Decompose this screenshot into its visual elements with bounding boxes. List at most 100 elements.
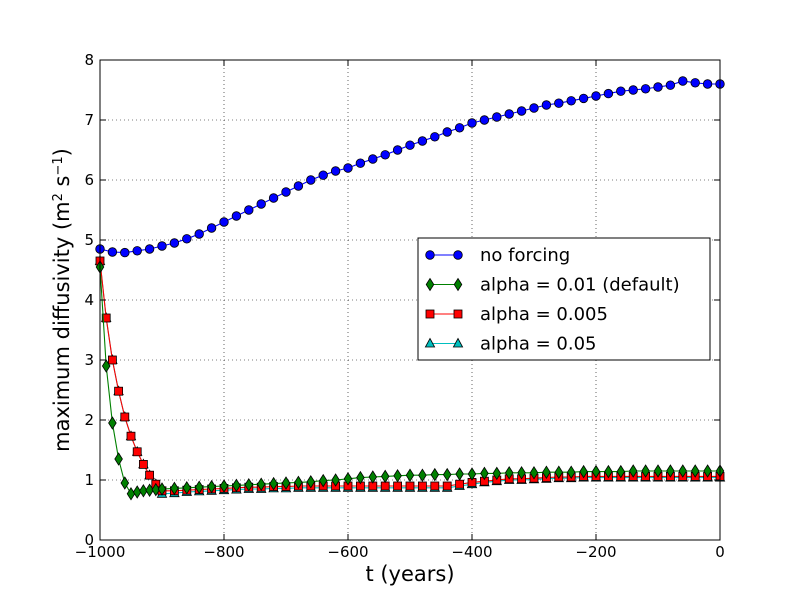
data-point bbox=[206, 223, 217, 233]
data-point bbox=[120, 412, 130, 422]
data-point bbox=[318, 170, 328, 180]
data-point bbox=[244, 205, 254, 215]
legend-marker bbox=[453, 250, 463, 260]
data-point bbox=[281, 187, 291, 197]
data-point bbox=[504, 109, 514, 119]
data-point bbox=[504, 466, 514, 480]
data-point bbox=[678, 76, 688, 86]
data-point bbox=[343, 163, 353, 173]
data-point bbox=[603, 88, 614, 99]
data-point bbox=[393, 469, 402, 483]
data-point bbox=[430, 467, 440, 482]
legend-marker bbox=[425, 277, 435, 292]
data-point bbox=[578, 93, 589, 104]
x-tick-label: 0 bbox=[715, 543, 725, 561]
legend-entry-0: no forcing bbox=[425, 245, 570, 266]
legend-entry-2: alpha = 0.005 bbox=[425, 304, 608, 325]
data-point bbox=[126, 431, 136, 441]
y-tick-label: 5 bbox=[84, 231, 94, 249]
data-point bbox=[151, 482, 161, 497]
legend-label: alpha = 0.05 bbox=[480, 334, 597, 355]
data-point bbox=[170, 481, 179, 496]
data-point bbox=[405, 481, 415, 491]
data-point bbox=[616, 86, 626, 96]
data-point bbox=[566, 465, 576, 479]
data-point bbox=[101, 313, 111, 323]
data-point bbox=[393, 481, 403, 491]
data-point bbox=[293, 181, 304, 191]
legend-box bbox=[417, 237, 711, 361]
x-axis-label: t (years) bbox=[365, 562, 454, 586]
data-point bbox=[665, 80, 676, 90]
data-point bbox=[145, 470, 155, 480]
data-point bbox=[281, 476, 291, 490]
data-point bbox=[405, 140, 415, 150]
data-point bbox=[529, 466, 539, 480]
data-point bbox=[430, 481, 440, 491]
legend-marker bbox=[425, 250, 435, 260]
data-point bbox=[442, 127, 452, 137]
data-point bbox=[492, 466, 502, 481]
data-point bbox=[455, 479, 465, 489]
data-point bbox=[616, 464, 626, 479]
tick-labels: −1000 −800 −600 −400 −200 0 0 1 2 3 4 5 6 7 8 bbox=[75, 51, 725, 561]
data-point bbox=[442, 481, 452, 491]
data-point bbox=[269, 476, 278, 491]
data-point bbox=[306, 175, 316, 185]
y-tick-label: 0 bbox=[84, 531, 94, 549]
data-point bbox=[690, 464, 700, 478]
data-point bbox=[157, 482, 167, 496]
data-point bbox=[368, 470, 378, 484]
series-layer bbox=[94, 76, 726, 501]
data-point bbox=[666, 464, 675, 478]
data-point bbox=[467, 467, 477, 481]
data-point bbox=[604, 464, 613, 479]
data-point bbox=[194, 480, 204, 494]
data-point bbox=[120, 247, 130, 258]
y-tick-label: 1 bbox=[84, 471, 94, 489]
series-0 bbox=[95, 76, 725, 258]
data-point bbox=[479, 115, 490, 125]
data-point bbox=[591, 464, 601, 479]
data-point bbox=[145, 483, 154, 497]
data-point bbox=[157, 241, 167, 251]
legend-marker bbox=[425, 309, 435, 319]
data-point bbox=[628, 85, 638, 95]
data-point bbox=[182, 481, 192, 495]
x-tick-label: −200 bbox=[575, 543, 616, 561]
data-point bbox=[318, 473, 328, 488]
data-point bbox=[343, 472, 353, 486]
data-point bbox=[529, 103, 539, 113]
data-point bbox=[653, 82, 663, 92]
data-point bbox=[566, 96, 576, 106]
data-point bbox=[114, 452, 123, 466]
data-point bbox=[169, 238, 180, 248]
data-point bbox=[480, 466, 489, 481]
data-point bbox=[591, 91, 601, 101]
y-axis-label: maximum diffusivity (m2 s−1) bbox=[50, 148, 74, 452]
data-point bbox=[101, 359, 111, 373]
data-point bbox=[268, 193, 279, 203]
data-point bbox=[256, 477, 266, 491]
data-point bbox=[139, 484, 148, 498]
axis-ticks bbox=[99, 59, 721, 541]
data-point bbox=[554, 465, 564, 479]
legend-marker bbox=[453, 309, 463, 319]
data-point bbox=[108, 416, 117, 430]
legend-entry-1: alpha = 0.01 (default) bbox=[425, 275, 680, 296]
data-point bbox=[455, 467, 464, 481]
data-point bbox=[331, 473, 340, 487]
data-point bbox=[380, 150, 390, 160]
data-point bbox=[517, 466, 526, 480]
data-point bbox=[368, 154, 378, 164]
legend-marker bbox=[452, 337, 464, 348]
data-point bbox=[703, 464, 712, 478]
data-point bbox=[454, 123, 465, 133]
data-point bbox=[355, 158, 366, 168]
data-point bbox=[417, 481, 427, 491]
data-point bbox=[120, 476, 130, 490]
y-tick-label: 8 bbox=[84, 51, 94, 69]
data-point bbox=[579, 464, 588, 479]
data-point bbox=[232, 478, 241, 493]
data-point bbox=[690, 78, 700, 88]
